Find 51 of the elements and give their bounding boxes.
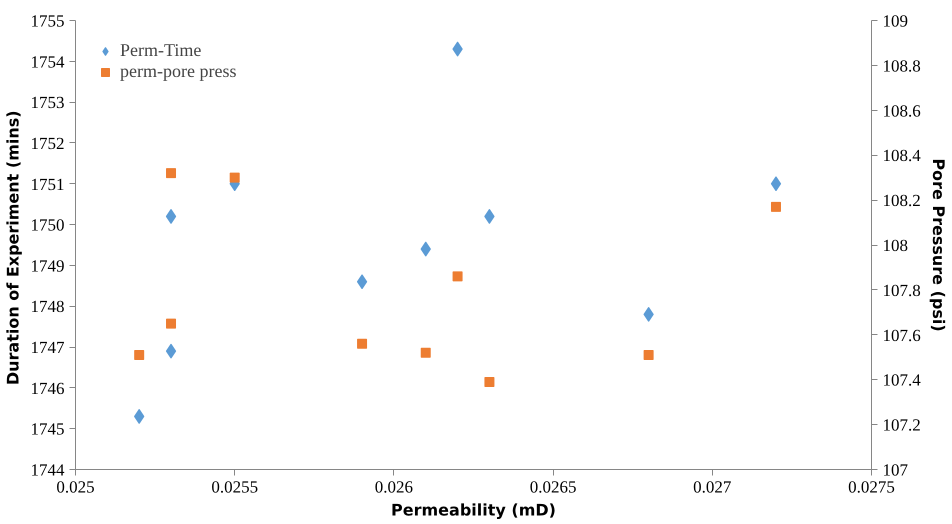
x-tick-label: 0.026	[374, 478, 414, 496]
x-tick-label: 0.025	[56, 478, 95, 496]
point	[484, 376, 494, 387]
point	[644, 350, 654, 360]
y2-tick-label: 108	[882, 236, 908, 255]
point	[134, 350, 144, 360]
x-axis-title: Permeability (mD)	[391, 500, 556, 520]
point	[356, 274, 368, 290]
y2-tick-label: 107.2	[882, 416, 921, 435]
y-tick-label: 1746	[30, 378, 64, 398]
x-tick-label: 0.0275	[848, 478, 895, 496]
point	[166, 318, 176, 329]
y-tick-label: 1754	[30, 52, 65, 72]
y2-tick-label: 108.6	[882, 101, 921, 120]
y-tick-label: 1750	[30, 216, 64, 235]
y-tick-label: 1751	[30, 174, 64, 194]
x-tick-label: 0.027	[693, 478, 732, 496]
legend-label: Perm-Time	[120, 40, 202, 61]
y-tick-label: 1753	[30, 93, 64, 112]
point	[166, 208, 176, 224]
point	[230, 172, 240, 183]
point	[770, 176, 782, 192]
y2-tick-label: 108.8	[882, 56, 921, 76]
y2-tick-label: 108.4	[882, 146, 922, 166]
y2-tick-label: 109	[882, 12, 908, 30]
y-tick-label: 1747	[30, 338, 65, 358]
y-tick-label: 1744	[30, 460, 65, 480]
legend-label: perm-pore press	[120, 61, 236, 82]
point	[770, 202, 781, 212]
point	[452, 42, 463, 57]
y-tick-label: 1749	[30, 256, 64, 276]
y2-tick-label: 108.2	[882, 191, 921, 210]
y2-tick-label: 107.6	[882, 326, 921, 345]
point	[643, 306, 654, 322]
y2-axis-title: Pore Pressure (psi)	[928, 158, 948, 332]
y-axis-title: Duration of Experiment (mins)	[4, 110, 22, 386]
y2-tick-label: 107	[882, 460, 908, 480]
y-tick-label: 1745	[30, 420, 64, 439]
y2-tick-label: 107.4	[882, 370, 922, 390]
y2-tick-label: 107.8	[882, 280, 921, 300]
point	[166, 344, 176, 359]
point	[357, 338, 368, 349]
y-tick-label: 1755	[30, 12, 64, 30]
x-tick-label: 0.0255	[211, 478, 258, 496]
y-tick-label: 1748	[30, 297, 64, 316]
x-tick-label: 0.0265	[530, 478, 576, 496]
point	[420, 348, 431, 358]
point	[166, 168, 176, 178]
y-tick-label: 1752	[30, 134, 64, 153]
point	[452, 271, 463, 282]
point	[484, 208, 495, 224]
